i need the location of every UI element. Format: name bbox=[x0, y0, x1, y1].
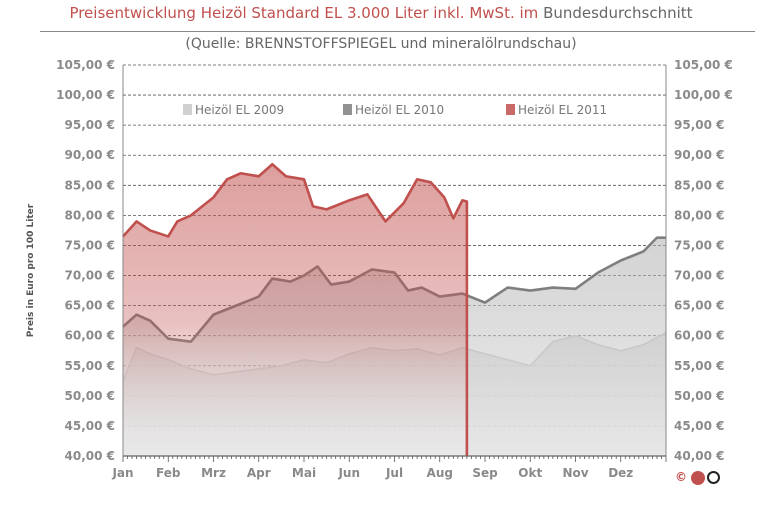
x-tick-label: Jun bbox=[337, 466, 360, 480]
chart-subtitle: (Quelle: BRENNSTOFFSPIEGEL und mineralöl… bbox=[185, 36, 577, 52]
x-tick-label: Jul bbox=[385, 466, 403, 480]
copyright-symbol: © bbox=[675, 470, 687, 484]
x-tick-label: Sep bbox=[472, 466, 498, 480]
chart-title-suffix: Bundesdurchschnitt bbox=[543, 4, 693, 22]
x-tick-label: Nov bbox=[562, 466, 588, 480]
legend-swatch-2009 bbox=[183, 104, 192, 115]
y-tick-label-left: 45,00 € bbox=[65, 419, 115, 433]
y-tick-label-left: 85,00 € bbox=[65, 178, 115, 192]
y-tick-label-left: 100,00 € bbox=[56, 88, 115, 102]
y-tick-label-left: 55,00 € bbox=[65, 359, 115, 373]
axes bbox=[122, 65, 667, 462]
y-tick-label-right: 100,00 € bbox=[674, 88, 733, 102]
logo-icon bbox=[691, 470, 706, 485]
x-tick-label: Okt bbox=[518, 466, 542, 480]
legend-label-2009: Heizöl EL 2009 bbox=[195, 103, 284, 117]
x-tick-label: Aug bbox=[427, 466, 453, 480]
x-tick-label: Feb bbox=[156, 466, 181, 480]
y-tick-label-left: 80,00 € bbox=[65, 208, 115, 222]
y-tick-label-right: 55,00 € bbox=[674, 359, 724, 373]
legend: Heizöl EL 2009 Heizöl EL 2010 Heizöl EL 20… bbox=[183, 103, 607, 117]
x-tick-label: Mrz bbox=[201, 466, 226, 480]
series-areas bbox=[122, 162, 667, 456]
y-tick-label-right: 90,00 € bbox=[674, 148, 724, 162]
series-area-2011 bbox=[123, 164, 467, 456]
y-tick-label-right: 75,00 € bbox=[674, 238, 724, 252]
x-tick-label: Apr bbox=[247, 466, 271, 480]
y-tick-label-left: 50,00 € bbox=[65, 389, 115, 403]
y-tick-label-right: 65,00 € bbox=[674, 299, 724, 313]
y-tick-label-right: 80,00 € bbox=[674, 208, 724, 222]
copyright-logo: © bbox=[675, 470, 721, 485]
y-tick-label-right: 105,00 € bbox=[674, 58, 733, 72]
x-tick-label: Jan bbox=[111, 466, 133, 480]
y-tick-label-left: 40,00 € bbox=[65, 449, 115, 463]
y-tick-label-right: 45,00 € bbox=[674, 419, 724, 433]
legend-swatch-2010 bbox=[343, 104, 352, 115]
y-tick-label-left: 65,00 € bbox=[65, 299, 115, 313]
y-tick-label-left: 75,00 € bbox=[65, 238, 115, 252]
y-tick-label-right: 70,00 € bbox=[674, 269, 724, 283]
y-tick-label-right: 40,00 € bbox=[674, 449, 724, 463]
y-tick-label-left: 60,00 € bbox=[65, 329, 115, 343]
chart-title-main: Preisentwicklung Heizöl Standard EL 3.00… bbox=[69, 4, 539, 22]
x-tick-label: Mai bbox=[292, 466, 316, 480]
series-line-2011 bbox=[122, 162, 469, 456]
chart-title: Preisentwicklung Heizöl Standard EL 3.00… bbox=[0, 4, 762, 22]
y-tick-label-left: 105,00 € bbox=[56, 58, 115, 72]
legend-label-2010: Heizöl EL 2010 bbox=[355, 103, 444, 117]
y-tick-label-right: 50,00 € bbox=[674, 389, 724, 403]
y-axis-title: Preis in Euro pro 100 Liter bbox=[26, 203, 36, 337]
y-tick-label-left: 90,00 € bbox=[65, 148, 115, 162]
y-tick-label-right: 60,00 € bbox=[674, 329, 724, 343]
y-tick-label-right: 85,00 € bbox=[674, 178, 724, 192]
y-tick-label-left: 70,00 € bbox=[65, 269, 115, 283]
axis-labels: 40,00 € 40,00 € 45,00 € 45,00 € 50,00 € 50,00… bbox=[26, 58, 733, 480]
legend-swatch-2011 bbox=[506, 104, 515, 115]
logo-dot-icon bbox=[707, 471, 721, 484]
y-tick-label-right: 95,00 € bbox=[674, 118, 724, 132]
title-divider bbox=[40, 31, 755, 32]
legend-label-2011: Heizöl EL 2011 bbox=[518, 103, 607, 117]
x-tick-label: Dez bbox=[608, 466, 633, 480]
y-tick-label-left: 95,00 € bbox=[65, 118, 115, 132]
